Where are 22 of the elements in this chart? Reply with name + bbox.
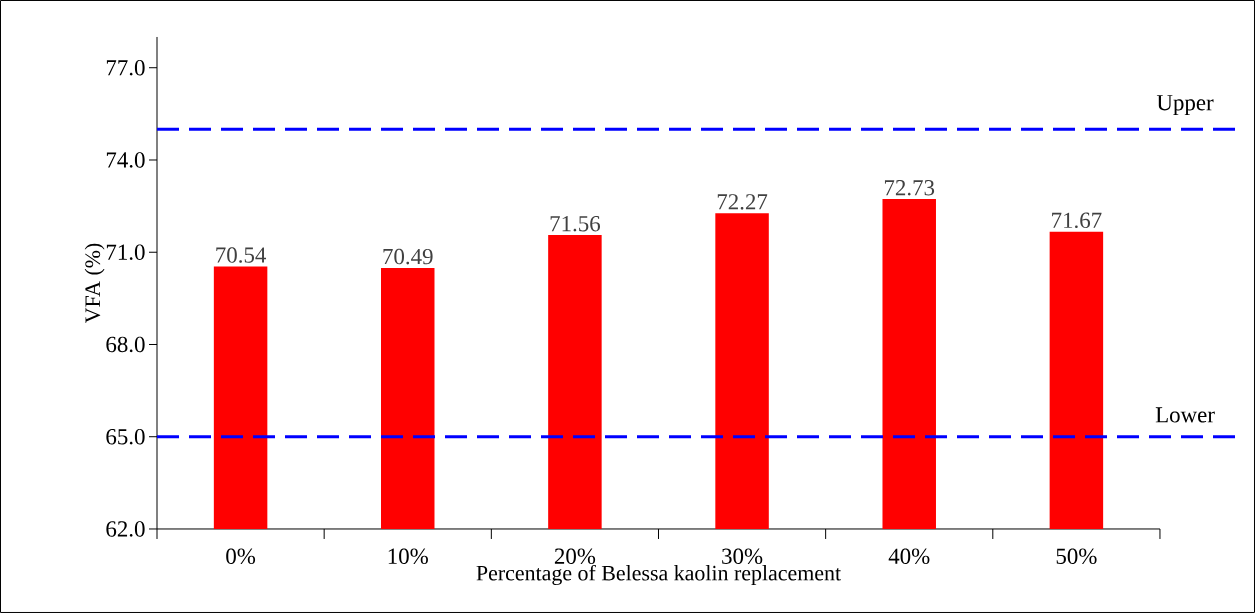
data-label: 71.67 bbox=[1052, 212, 1102, 229]
ref-line-label: Upper bbox=[1156, 95, 1214, 116]
ref-line-label: Lower bbox=[1155, 407, 1215, 423]
x-tick-label: 20% bbox=[554, 548, 596, 565]
y-tick-label: 65.0 bbox=[106, 428, 145, 445]
x-tick-label: 10% bbox=[388, 548, 428, 565]
y-tick-label: 74.0 bbox=[106, 152, 145, 168]
x-tick-label: 30% bbox=[722, 548, 763, 565]
x-tick-label: 40% bbox=[888, 548, 930, 565]
data-label: 71.56 bbox=[550, 216, 601, 232]
y-tick-label: 62.0 bbox=[106, 521, 145, 537]
data-label: 70.54 bbox=[216, 247, 267, 263]
x-axis-title: Percentage of Belessa kaolin replacement bbox=[476, 564, 841, 586]
y-tick-label: 71.0 bbox=[106, 244, 145, 261]
data-label: 70.49 bbox=[383, 248, 433, 265]
x-tick-label: 0% bbox=[226, 548, 256, 565]
data-label: 72.27 bbox=[717, 194, 768, 210]
y-tick-label: 77.0 bbox=[106, 59, 145, 76]
x-tick-label: 50% bbox=[1056, 548, 1097, 565]
y-axis-title: VFA (%) bbox=[84, 243, 105, 324]
data-label: 72.73 bbox=[884, 180, 935, 196]
y-tick-label: 68.0 bbox=[106, 336, 145, 353]
